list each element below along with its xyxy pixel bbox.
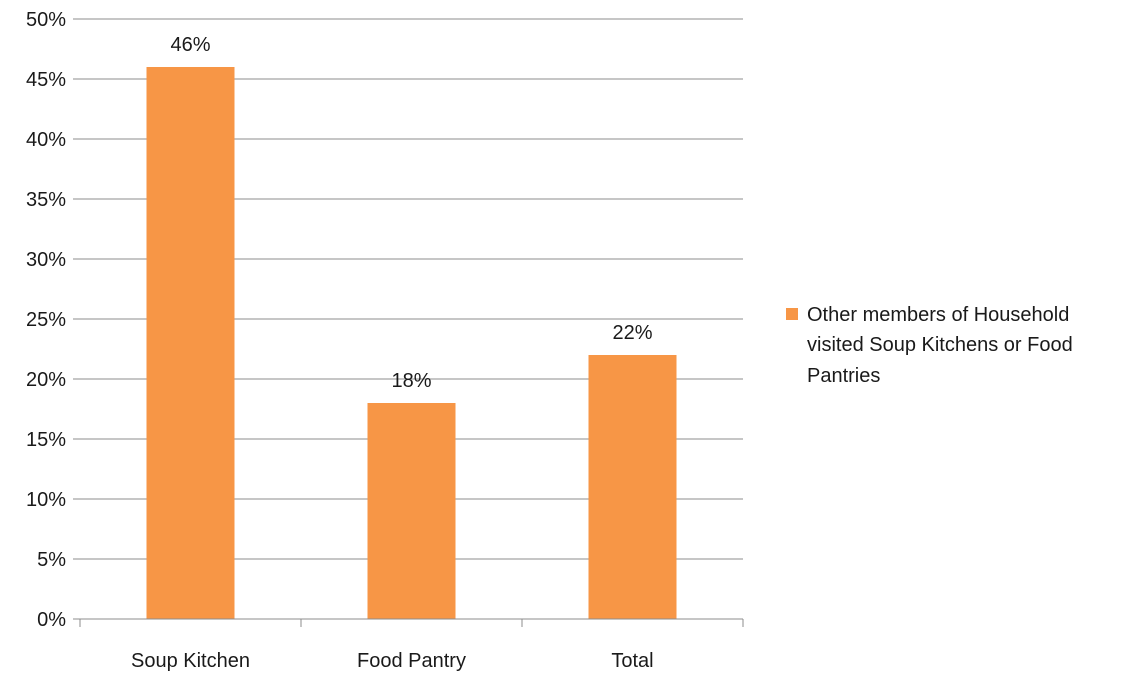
x-axis-category-labels: Soup Kitchen Food Pantry Total (131, 650, 654, 672)
y-tick-label: 40% (26, 129, 66, 151)
bars (146, 67, 677, 619)
data-label: 18% (391, 370, 431, 392)
bar (146, 67, 235, 619)
data-labels: 46% 18% 22% (170, 34, 652, 392)
y-tick-label: 25% (26, 309, 66, 331)
x-axis (73, 618, 744, 627)
legend-swatch (786, 308, 798, 320)
category-label: Food Pantry (357, 650, 466, 672)
y-tick-label: 50% (26, 9, 66, 31)
data-label: 46% (170, 34, 210, 56)
data-label: 22% (612, 322, 652, 344)
legend-label-line-2: visited Soup Kitchens or Food (807, 334, 1073, 356)
bar (588, 355, 677, 619)
bar (367, 403, 456, 619)
y-tick-label: 15% (26, 429, 66, 451)
y-axis-tick-labels: 0% 5% 10% 15% 20% 25% 30% 35% 40% 45% 50% (26, 9, 66, 631)
category-label: Total (611, 650, 653, 672)
legend-label-line-3: Pantries (807, 365, 880, 387)
y-tick-label: 0% (37, 609, 66, 631)
y-tick-label: 5% (37, 549, 66, 571)
y-tick-label: 30% (26, 249, 66, 271)
y-tick-label: 20% (26, 369, 66, 391)
category-label: Soup Kitchen (131, 650, 250, 672)
y-tick-label: 10% (26, 489, 66, 511)
legend-label-line-1: Other members of Household (807, 304, 1069, 326)
y-tick-label: 45% (26, 69, 66, 91)
legend: Other members of Household visited Soup … (786, 304, 1073, 387)
y-tick-label: 35% (26, 189, 66, 211)
